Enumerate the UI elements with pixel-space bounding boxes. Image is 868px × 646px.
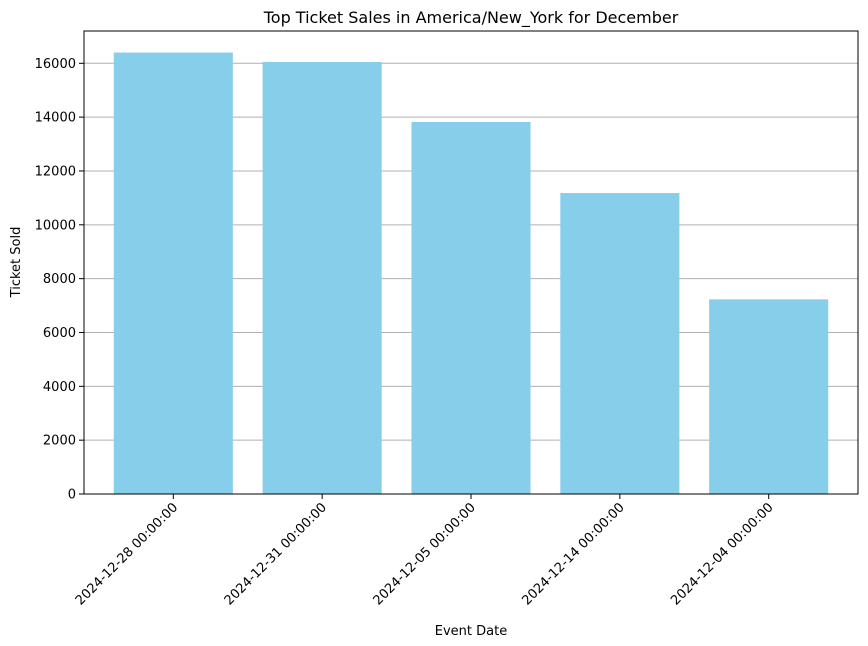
y-tick-label: 4000: [43, 380, 76, 395]
bar: [411, 121, 531, 494]
bar: [709, 299, 829, 494]
y-tick-label: 14000: [35, 111, 76, 126]
x-axis-label: Event Date: [435, 624, 507, 639]
y-tick-label: 12000: [35, 164, 76, 179]
chart-title: Top Ticket Sales in America/New_York for…: [263, 8, 679, 28]
y-axis-label: Ticket Sold: [9, 227, 24, 299]
bar: [560, 193, 680, 495]
bar: [262, 61, 382, 495]
y-tick-label: 8000: [43, 272, 76, 287]
bars: [113, 52, 829, 495]
y-tick-label: 0: [68, 488, 76, 503]
y-tick-label: 16000: [35, 57, 76, 72]
y-tick-label: 10000: [35, 218, 76, 233]
y-tick-label: 2000: [43, 434, 76, 449]
y-tick-label: 6000: [43, 326, 76, 341]
bar: [113, 52, 233, 495]
y-axis-ticks: 0 2000 4000 6000 8000 10000 12000 14000 16000: [35, 57, 84, 503]
